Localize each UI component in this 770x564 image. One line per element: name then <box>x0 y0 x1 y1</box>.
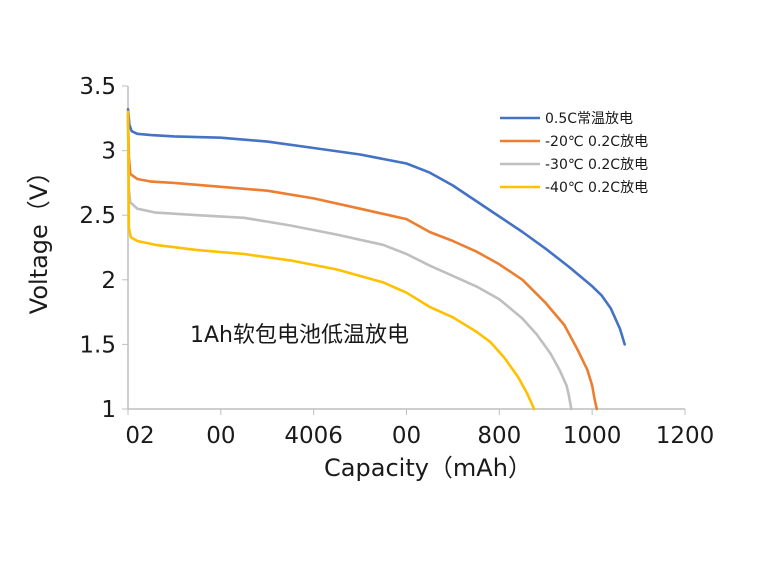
x-tick-label: 800 <box>477 423 521 449</box>
x-tick-label: 00 <box>392 423 421 449</box>
x-axis-title: Capacity（mAh） <box>324 454 532 482</box>
legend-label: -20℃ 0.2C放电 <box>545 134 648 150</box>
y-tick-label: 2.5 <box>79 203 116 229</box>
y-tick-label: 1 <box>101 397 116 423</box>
x-tick-label: 1200 <box>656 423 715 449</box>
chart-annotation: 1Ah软包电池低温放电 <box>190 323 409 348</box>
series-lines <box>126 108 626 411</box>
legend: 0.5C常温放电 -20℃ 0.2C放电 -30℃ 0.2C放电 -40℃ 0.2C放… <box>500 111 648 196</box>
legend-label: -30℃ 0.2C放电 <box>545 157 648 173</box>
x-tick-label: 02 <box>125 423 154 449</box>
y-tick-label: 3.5 <box>79 74 116 100</box>
series-line-4 <box>126 110 536 411</box>
y-axis-title: Voltage（V） <box>25 160 53 314</box>
x-tick-label: 4006 <box>284 423 343 449</box>
x-tick-labels: 02 00 4006 00 800 1000 1200 <box>125 409 714 449</box>
series-line-1 <box>126 108 626 346</box>
x-tick-label: 1000 <box>563 423 622 449</box>
series-line-2 <box>126 113 599 411</box>
legend-label: -40℃ 0.2C放电 <box>545 180 648 196</box>
y-tick-label: 2 <box>101 268 116 294</box>
y-tick-label: 3 <box>101 139 116 165</box>
y-tick-label: 1.5 <box>79 332 116 358</box>
y-tick-labels: 3.5 3 2.5 2 1.5 1 <box>79 74 128 423</box>
series-line-3 <box>126 118 573 411</box>
x-tick-label: 00 <box>206 423 235 449</box>
legend-label: 0.5C常温放电 <box>545 111 633 127</box>
